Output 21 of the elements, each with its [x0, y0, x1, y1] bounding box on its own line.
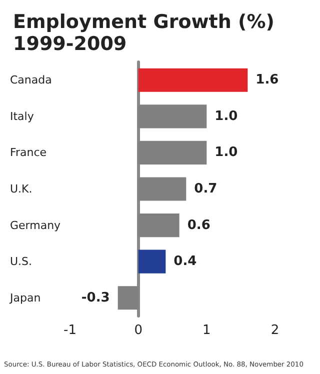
y-tick-label: Japan: [9, 291, 41, 304]
x-tick-label: 0: [134, 323, 142, 338]
data-label: -0.3: [81, 290, 110, 306]
y-tick-label: U.K.: [10, 182, 32, 196]
x-tick-label: 2: [270, 323, 280, 338]
y-tick-label: Italy: [10, 110, 34, 123]
data-label: 0.7: [194, 182, 218, 196]
y-tick-label: Canada: [10, 74, 52, 87]
y-tick-label: U.S.: [10, 255, 32, 268]
data-label: 0.6: [187, 218, 210, 233]
y-tick-label: Germany: [10, 218, 62, 232]
chart-title: Employment Growth (%) 1999-2009: [13, 11, 274, 55]
x-tick-label: 1: [202, 323, 211, 338]
data-label: 1.6: [256, 72, 279, 88]
y-tick-label: France: [10, 146, 47, 160]
data-label: 1.0: [214, 145, 238, 160]
x-tick-label: -1: [64, 323, 76, 338]
data-label: 0.4: [174, 254, 197, 270]
bar: [138, 250, 166, 274]
data-label: 1.0: [214, 108, 238, 124]
bar: [138, 68, 248, 92]
